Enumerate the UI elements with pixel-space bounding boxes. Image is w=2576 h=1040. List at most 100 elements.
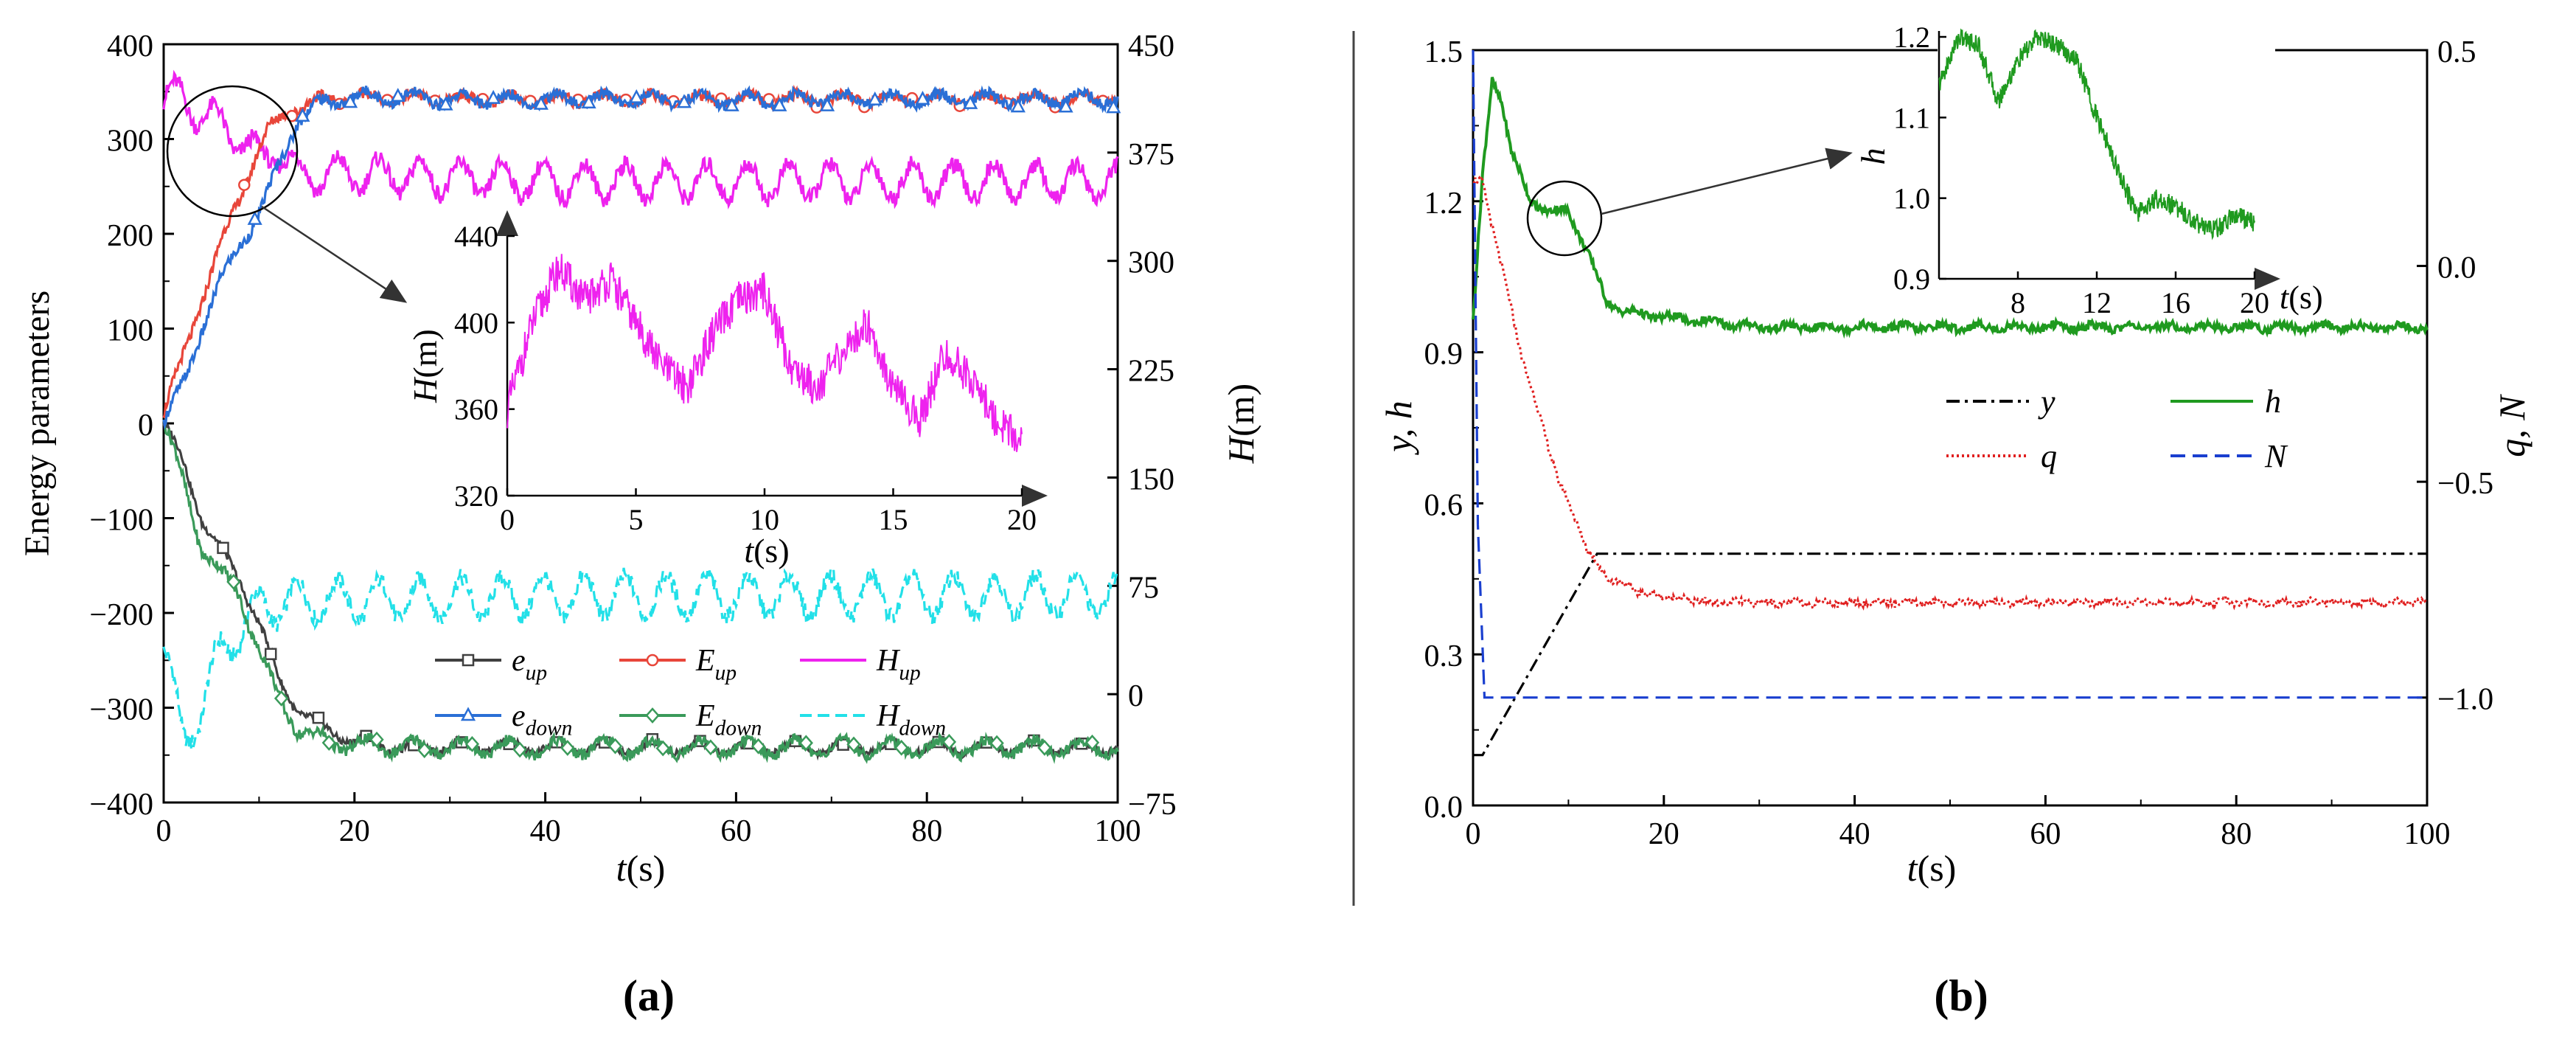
x-tick-label: 20 [339, 814, 370, 848]
panel-b-chart: 0 20 40 60 80 100 1.5 1.2 0.9 0.6 0.3 0.0 0.5 0.0 −0.5… [1378, 21, 2533, 889]
inset-y-label-var: H [406, 376, 444, 403]
legend-label-subscript: down [715, 717, 762, 741]
marker-e-down [581, 94, 596, 108]
marker-e-down [867, 91, 883, 105]
marker-e-down [560, 740, 575, 756]
y-right-tick-label: 150 [1128, 462, 1174, 496]
inset-y-tick-label: 320 [454, 479, 498, 513]
marker-e-down [989, 735, 1004, 752]
x-tick-label: 0 [1466, 817, 1481, 851]
x-axis-label-unit: (s) [627, 847, 666, 889]
series-e-down [162, 85, 1119, 430]
marker-e-up [217, 541, 229, 555]
series-y [1473, 552, 2427, 757]
x-tick-label: 0 [156, 814, 172, 848]
y-left-tick-label: −200 [89, 598, 153, 632]
y-right-tick-label: −75 [1128, 788, 1177, 822]
y-right-tick-label: 0 [1128, 679, 1143, 713]
inset-series-h [1938, 28, 2255, 240]
marker-e-down [819, 97, 835, 111]
marker-e-down [1037, 739, 1052, 756]
legend-label-symbol: H [876, 644, 901, 678]
marker-e-down [703, 739, 718, 756]
x-tick-label: 100 [1095, 814, 1141, 848]
marker-e-down [369, 731, 384, 748]
legend-label: Hdown [876, 699, 946, 741]
marker-e-down [321, 735, 336, 751]
legend-marker [646, 654, 659, 667]
y-left-tick-label: −400 [89, 788, 153, 822]
marker-e-down [390, 88, 405, 102]
legend-label-subscript: down [899, 717, 946, 741]
legend-label: Eup [695, 644, 737, 685]
inset-background [506, 214, 1042, 497]
marker-e-down [1010, 98, 1026, 113]
marker-e-down [486, 89, 501, 104]
legend-marker [460, 707, 476, 721]
inset-y-label: h [1854, 148, 1892, 165]
y-right-axis-label-var: H [1220, 434, 1261, 464]
series-h-up [162, 69, 1119, 210]
marker-e-up [238, 178, 251, 191]
x-tick-label: 100 [2404, 817, 2451, 851]
x-tick-label: 80 [911, 814, 942, 848]
legend-label-subscript: down [526, 717, 573, 741]
marker-e-down [751, 738, 766, 755]
marker-e-down [342, 94, 358, 108]
marker-e-down [894, 739, 909, 756]
marker-e-down [629, 89, 644, 103]
zoom-circle [1526, 180, 1603, 257]
y-right-tick-label: 375 [1128, 138, 1174, 172]
y-right-tick-label: 75 [1128, 571, 1159, 605]
marker-e-down [1058, 98, 1073, 113]
marker-e-down [655, 740, 670, 757]
inset-y-tick-label: 360 [454, 393, 498, 426]
inset-x-tick-label: 15 [879, 503, 908, 536]
marker-e-down [1106, 99, 1121, 114]
y-right-axis-label-unit: (m) [1220, 384, 1261, 437]
legend-label-symbol: q [2041, 438, 2057, 474]
y-right-tick-label: −1.0 [2437, 683, 2493, 717]
marker-e-down [1085, 734, 1100, 751]
marker-e-down [608, 738, 623, 755]
marker-e-down [226, 574, 241, 590]
legend-label-symbol: e [512, 699, 526, 733]
marker-e-down [274, 690, 289, 707]
legend-label-subscript: up [526, 662, 547, 685]
y-left-tick-label: 0.0 [1424, 791, 1463, 825]
x-tick-label: 40 [530, 814, 561, 848]
legend-label: edown [512, 699, 572, 741]
legend-label-symbol: H [876, 699, 901, 733]
series-h [1472, 77, 2429, 339]
legend-label: y [2038, 384, 2055, 420]
zoom-circle [166, 85, 299, 218]
inset-background [1938, 31, 2275, 280]
y-left-tick-label: 100 [107, 314, 153, 348]
marker-e-down [464, 735, 480, 752]
marker-e-down [915, 91, 930, 105]
inset-x-tick-label: 8 [2011, 286, 2025, 319]
inset-y-label-unit: (m) [406, 329, 444, 378]
x-axis-label-var: t [1907, 847, 1918, 889]
legend-label-symbol: h [2265, 384, 2281, 420]
legend-label-symbol: E [695, 644, 715, 678]
marker-e-down [533, 95, 549, 110]
y-right-tick-label: 300 [1128, 246, 1174, 280]
panel-b-caption: (b) [1934, 971, 1988, 1020]
series-h-down [162, 567, 1119, 749]
legend: y h q N [1946, 384, 2288, 474]
y-right-tick-label: 0.0 [2437, 252, 2476, 285]
x-axis-label-var: t [616, 847, 627, 889]
y-left-tick-label: 300 [107, 125, 153, 159]
legend-label-symbol: N [2264, 438, 2288, 474]
marker-e-up [312, 711, 325, 724]
y-right-tick-label: 225 [1128, 355, 1174, 389]
inset-y-tick-label: 0.9 [1893, 263, 1930, 296]
y-left-tick-label: 1.2 [1424, 187, 1463, 221]
y-left-tick-label: 1.5 [1424, 35, 1463, 69]
marker-e-down [772, 97, 787, 111]
inset-y-tick-label: 400 [454, 306, 498, 339]
marker-e-down [963, 95, 978, 109]
inset-x-label-var: t [744, 532, 754, 569]
